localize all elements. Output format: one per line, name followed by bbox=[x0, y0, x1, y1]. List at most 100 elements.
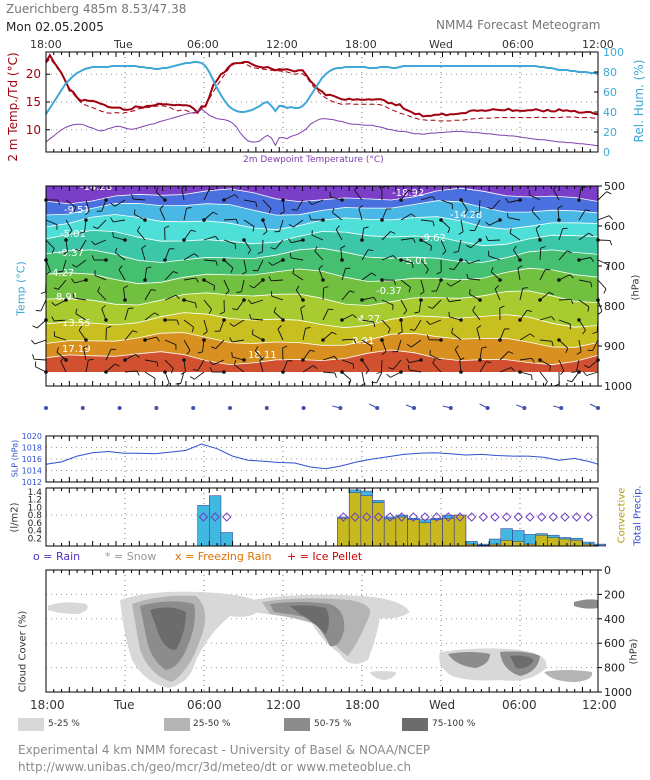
contour-label: -9.51 bbox=[64, 205, 90, 216]
contour-label: 13.55 bbox=[62, 318, 91, 329]
contour-label: -18.92 bbox=[392, 188, 424, 199]
surface-wind-barb bbox=[589, 403, 599, 409]
wind-barb bbox=[282, 199, 285, 212]
wind-barb bbox=[300, 305, 306, 309]
wind-barb bbox=[273, 311, 284, 321]
wind-barb bbox=[144, 289, 152, 301]
wind-barb bbox=[180, 371, 185, 384]
wind-barb bbox=[223, 259, 234, 269]
wind-barb bbox=[131, 194, 134, 200]
wind-barb bbox=[539, 359, 551, 367]
wind-barb bbox=[190, 229, 196, 232]
wind-barb bbox=[210, 346, 216, 350]
wind-barb bbox=[490, 271, 501, 281]
wind-barb bbox=[118, 265, 123, 270]
wind-station-dot bbox=[340, 370, 344, 374]
isotherm-line bbox=[45, 332, 599, 348]
surface-wind-dot bbox=[264, 406, 269, 410]
wind-barb bbox=[491, 199, 501, 210]
wind-barb bbox=[234, 194, 239, 199]
cloud-area bbox=[290, 605, 329, 634]
ground-mask bbox=[46, 372, 598, 386]
wind-barb bbox=[183, 299, 196, 304]
wind-barb bbox=[358, 208, 363, 221]
wind-barb bbox=[65, 239, 68, 252]
wind-barb bbox=[400, 259, 413, 264]
wind-barb bbox=[341, 371, 352, 381]
wind-barb bbox=[88, 358, 94, 361]
wind-barb bbox=[578, 232, 590, 241]
wind-station-dot bbox=[64, 298, 68, 302]
location-label: Zuerichberg 485m 8.53/47.38 bbox=[6, 2, 187, 16]
wind-station-dot bbox=[321, 278, 325, 282]
wind-barb bbox=[144, 359, 157, 363]
isotherm-line bbox=[45, 187, 599, 205]
wind-barb bbox=[519, 371, 532, 376]
pressure-tick-label: 500 bbox=[604, 180, 625, 193]
wind-barb bbox=[440, 199, 453, 205]
y2-tick-label: 100 bbox=[603, 46, 624, 59]
rain-marker bbox=[350, 512, 360, 522]
wind-barb bbox=[194, 371, 205, 380]
wind-barb bbox=[255, 346, 259, 351]
cloud-pressure-tick-label: 800 bbox=[604, 662, 625, 675]
wind-barb bbox=[243, 259, 247, 272]
wind-station-dot bbox=[518, 258, 522, 262]
wind-barb bbox=[468, 278, 481, 281]
wind-barb bbox=[65, 199, 76, 208]
wind-barb bbox=[420, 259, 429, 270]
wind-barb bbox=[154, 312, 160, 316]
wind-barb bbox=[302, 328, 306, 341]
wind-station-dot bbox=[242, 238, 246, 242]
wind-barb bbox=[35, 366, 47, 373]
wind-barb bbox=[334, 372, 337, 378]
wind-barb bbox=[426, 320, 431, 325]
wind-barb bbox=[155, 191, 166, 201]
wind-barb bbox=[252, 334, 264, 341]
wind-barb bbox=[566, 379, 573, 383]
wind-barb bbox=[115, 252, 126, 261]
wind-barb bbox=[110, 203, 116, 207]
temperature-band bbox=[46, 214, 598, 246]
wind-barb bbox=[197, 351, 203, 354]
wind-barb bbox=[132, 198, 146, 201]
wind-station-dot bbox=[518, 318, 522, 322]
wind-station-dot bbox=[163, 198, 167, 202]
wind-barb bbox=[209, 367, 213, 373]
wind-barb bbox=[592, 331, 598, 334]
time-label-top: 06:00 bbox=[502, 38, 534, 51]
legend-snow: * = Snow bbox=[105, 550, 157, 563]
rain-marker bbox=[571, 512, 582, 522]
wind-barb bbox=[291, 257, 304, 261]
wind-barb bbox=[83, 348, 87, 361]
wind-barb bbox=[308, 214, 312, 220]
wind-barb bbox=[528, 194, 541, 201]
wind-barb bbox=[420, 279, 425, 292]
wind-barb bbox=[235, 219, 239, 224]
wind-barb bbox=[578, 319, 586, 331]
wind-barb bbox=[341, 290, 351, 301]
wind-barb bbox=[164, 371, 170, 384]
product-label: NMM4 Forecast Meteogram bbox=[436, 18, 601, 32]
wind-station-dot bbox=[518, 370, 522, 374]
wind-barb bbox=[430, 245, 432, 251]
wind-station-dot bbox=[163, 258, 167, 262]
rain-marker bbox=[222, 512, 232, 522]
wind-barb bbox=[371, 272, 377, 277]
pressure-tick-label: 1000 bbox=[604, 380, 632, 393]
wind-barb bbox=[429, 354, 442, 361]
wind-barb bbox=[311, 234, 324, 241]
y-tick-label: 10 bbox=[26, 123, 41, 137]
slp-tick-label: 1016 bbox=[22, 455, 42, 464]
rain-marker bbox=[478, 512, 489, 522]
wind-barb bbox=[101, 305, 106, 310]
wind-barb bbox=[393, 280, 397, 286]
slp-tick-label: 1020 bbox=[22, 432, 42, 441]
footer-line-1: Experimental 4 km NMM forecast - Univers… bbox=[18, 743, 431, 757]
wind-barb bbox=[494, 288, 501, 301]
wind-barb bbox=[229, 323, 235, 327]
wind-barb bbox=[361, 272, 372, 281]
wind-barb bbox=[588, 359, 599, 369]
surface-wind-barb bbox=[516, 404, 525, 409]
wind-barb bbox=[406, 358, 410, 363]
